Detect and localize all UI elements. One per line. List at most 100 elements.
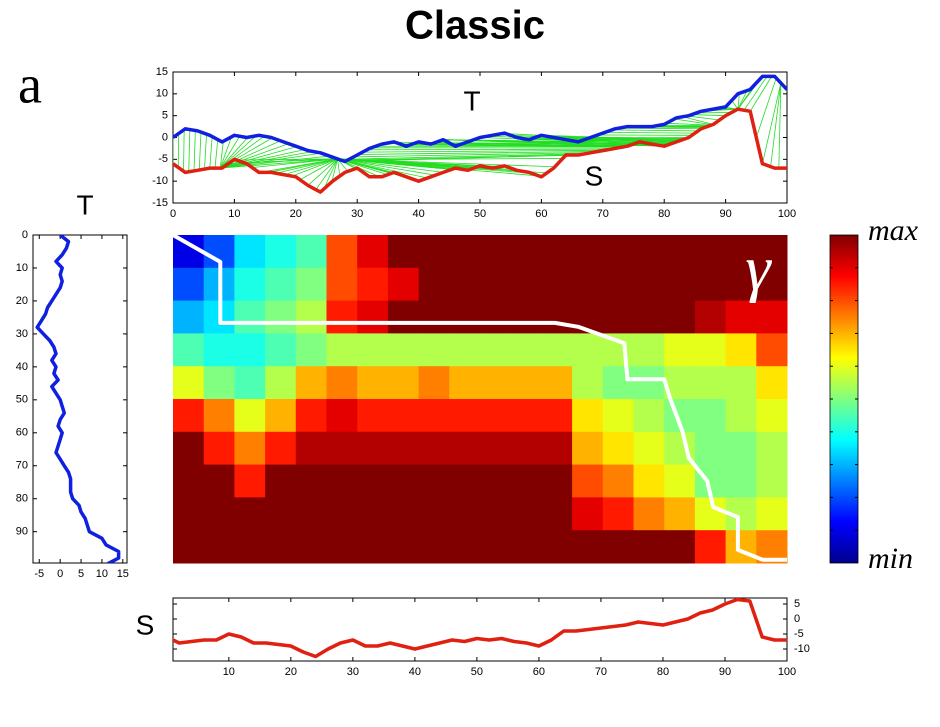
heatmap-cell [664,333,695,366]
x-tick-label: -5 [34,568,44,580]
heatmap-cell [541,235,572,268]
heatmap-cell [327,465,358,498]
heatmap-cell [756,432,787,465]
heatmap-cell [204,333,235,366]
heatmap-cell [572,465,603,498]
series-name: S [585,160,604,191]
heatmap-cell [265,432,296,465]
heatmap-cell [603,235,634,268]
heatmap-cell [541,465,572,498]
heatmap-cell [357,399,388,432]
heatmap-cell [234,432,265,465]
heatmap-cell [756,497,787,530]
heatmap-cell [480,530,511,563]
heatmap-cell [511,268,542,301]
heatmap-cell [603,432,634,465]
heatmap-cell [603,366,634,399]
y-tick-label: -5 [158,153,168,165]
y-tick-label: 5 [794,598,800,610]
heatmap-cell [419,530,450,563]
heatmap-cell [603,268,634,301]
heatmap-cell [603,530,634,563]
x-tick-label: 50 [471,666,483,678]
x-tick-label: 0 [57,568,63,580]
heatmap-cell [634,235,665,268]
heatmap-cell [664,465,695,498]
heatmap-cell [388,465,419,498]
x-tick-label: 70 [595,666,607,678]
heatmap-cell [296,497,327,530]
heatmap-cell [695,235,726,268]
heatmap-cell [695,432,726,465]
x-tick-label: 10 [96,568,108,580]
heatmap-cell [296,333,327,366]
x-tick-label: 50 [474,208,486,220]
heatmap-cell [634,301,665,334]
heatmap-cell [756,301,787,334]
heatmap-cell [234,465,265,498]
heatmap-cell [756,333,787,366]
heatmap-cell [234,333,265,366]
y-tick-label: 5 [162,110,168,122]
heatmap-cell [204,465,235,498]
heatmap-cell [204,432,235,465]
heatmap-cell [234,235,265,268]
heatmap-cell [695,366,726,399]
heatmap-cell [234,366,265,399]
heatmap-cell [296,268,327,301]
panel-label: a [18,54,42,114]
heatmap-cell [726,333,757,366]
heatmap-cell [480,497,511,530]
heatmap-cell [634,497,665,530]
heatmap-cell [449,301,480,334]
x-tick-label: 100 [778,666,796,678]
heatmap-cell [664,497,695,530]
heatmap-cell [634,366,665,399]
heatmap-cell [234,399,265,432]
heatmap-cell [234,268,265,301]
y-tick-label: 80 [16,493,28,505]
y-tick-label: 10 [16,262,28,274]
y-tick-label: -10 [152,175,168,187]
heatmap-cell [449,465,480,498]
heatmap-cell [511,301,542,334]
heatmap-cell [388,399,419,432]
heatmap-cell [265,497,296,530]
heatmap-cell [388,497,419,530]
heatmap-cell [634,268,665,301]
heatmap-cell [234,497,265,530]
y-tick-label: 70 [16,460,28,472]
heatmap-cell [511,497,542,530]
heatmap-cell [603,497,634,530]
x-tick-label: 40 [412,208,424,220]
heatmap-cell [296,432,327,465]
heatmap-cell [388,301,419,334]
heatmap-cell [265,465,296,498]
heatmap-cell [480,465,511,498]
heatmap-cell [327,497,358,530]
x-tick-label: 90 [719,208,731,220]
heatmap-cell [634,465,665,498]
x-tick-label: 20 [285,666,297,678]
heatmap-cell [449,268,480,301]
heatmap-cell [664,268,695,301]
heatmap-cell [419,399,450,432]
heatmap-cell [357,268,388,301]
x-tick-label: 100 [778,208,796,220]
x-tick-label: 40 [409,666,421,678]
heatmap-cell [327,366,358,399]
heatmap-cell [419,497,450,530]
heatmap-cell [726,432,757,465]
heatmap-cell [265,366,296,399]
heatmap-cell [173,333,204,366]
heatmap-cell [204,366,235,399]
heatmap-cell [327,235,358,268]
figure-title: Classic [405,4,545,48]
heatmap-cell [541,268,572,301]
heatmap-cell [572,235,603,268]
x-tick-label: 80 [657,666,669,678]
heatmap-cell [511,465,542,498]
